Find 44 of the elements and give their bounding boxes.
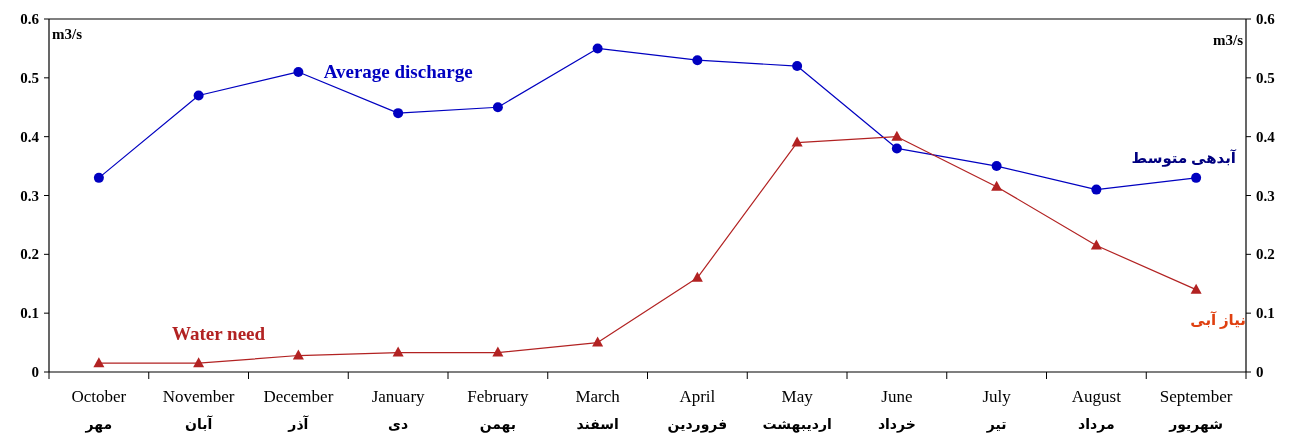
point bbox=[791, 136, 803, 147]
point bbox=[891, 143, 902, 154]
y2-tick-label: 0.1 bbox=[1256, 305, 1275, 322]
y-tick-label: 0.3 bbox=[20, 187, 39, 204]
y-tick-label: 0.6 bbox=[20, 11, 40, 27]
point bbox=[93, 172, 104, 183]
point bbox=[492, 102, 503, 113]
y2-tick-label: 0.2 bbox=[1256, 246, 1275, 263]
y-axis-title: m3/s bbox=[52, 26, 83, 42]
point bbox=[592, 43, 603, 54]
y-tick-label: 0 bbox=[31, 364, 39, 380]
y-tick-label: 0.1 bbox=[20, 305, 39, 322]
y-tick-label: 0.4 bbox=[20, 128, 40, 145]
point bbox=[193, 357, 205, 368]
y-tick-label: 0.5 bbox=[20, 69, 39, 86]
point bbox=[392, 346, 404, 357]
point bbox=[692, 55, 703, 66]
point bbox=[792, 61, 803, 72]
point bbox=[592, 336, 604, 347]
annotation: نیاز آبی bbox=[1190, 310, 1246, 329]
point bbox=[1190, 283, 1202, 294]
series-label: Average discharge bbox=[323, 60, 473, 82]
point bbox=[691, 271, 703, 282]
series-label: Water need bbox=[172, 322, 266, 344]
y2-tick-label: 0 bbox=[1256, 364, 1264, 380]
point bbox=[991, 161, 1002, 172]
y-tick-label: 0.2 bbox=[20, 246, 39, 263]
point bbox=[292, 349, 304, 360]
y2-tick-label: 0.4 bbox=[1256, 128, 1276, 145]
point bbox=[93, 357, 105, 368]
y2-tick-label: 0.5 bbox=[1256, 69, 1275, 86]
point bbox=[1091, 184, 1102, 195]
point bbox=[393, 108, 404, 119]
point bbox=[293, 66, 304, 77]
point bbox=[991, 180, 1003, 191]
point bbox=[492, 346, 504, 357]
point bbox=[1191, 172, 1202, 183]
y2-axis-title: m3/s bbox=[1213, 32, 1244, 48]
y2-tick-label: 0.3 bbox=[1256, 187, 1275, 204]
point bbox=[891, 130, 903, 141]
annotation: آبدهی متوسط bbox=[1131, 149, 1237, 168]
point bbox=[193, 90, 204, 101]
point bbox=[1090, 239, 1102, 250]
y2-tick-label: 0.6 bbox=[1256, 11, 1276, 27]
